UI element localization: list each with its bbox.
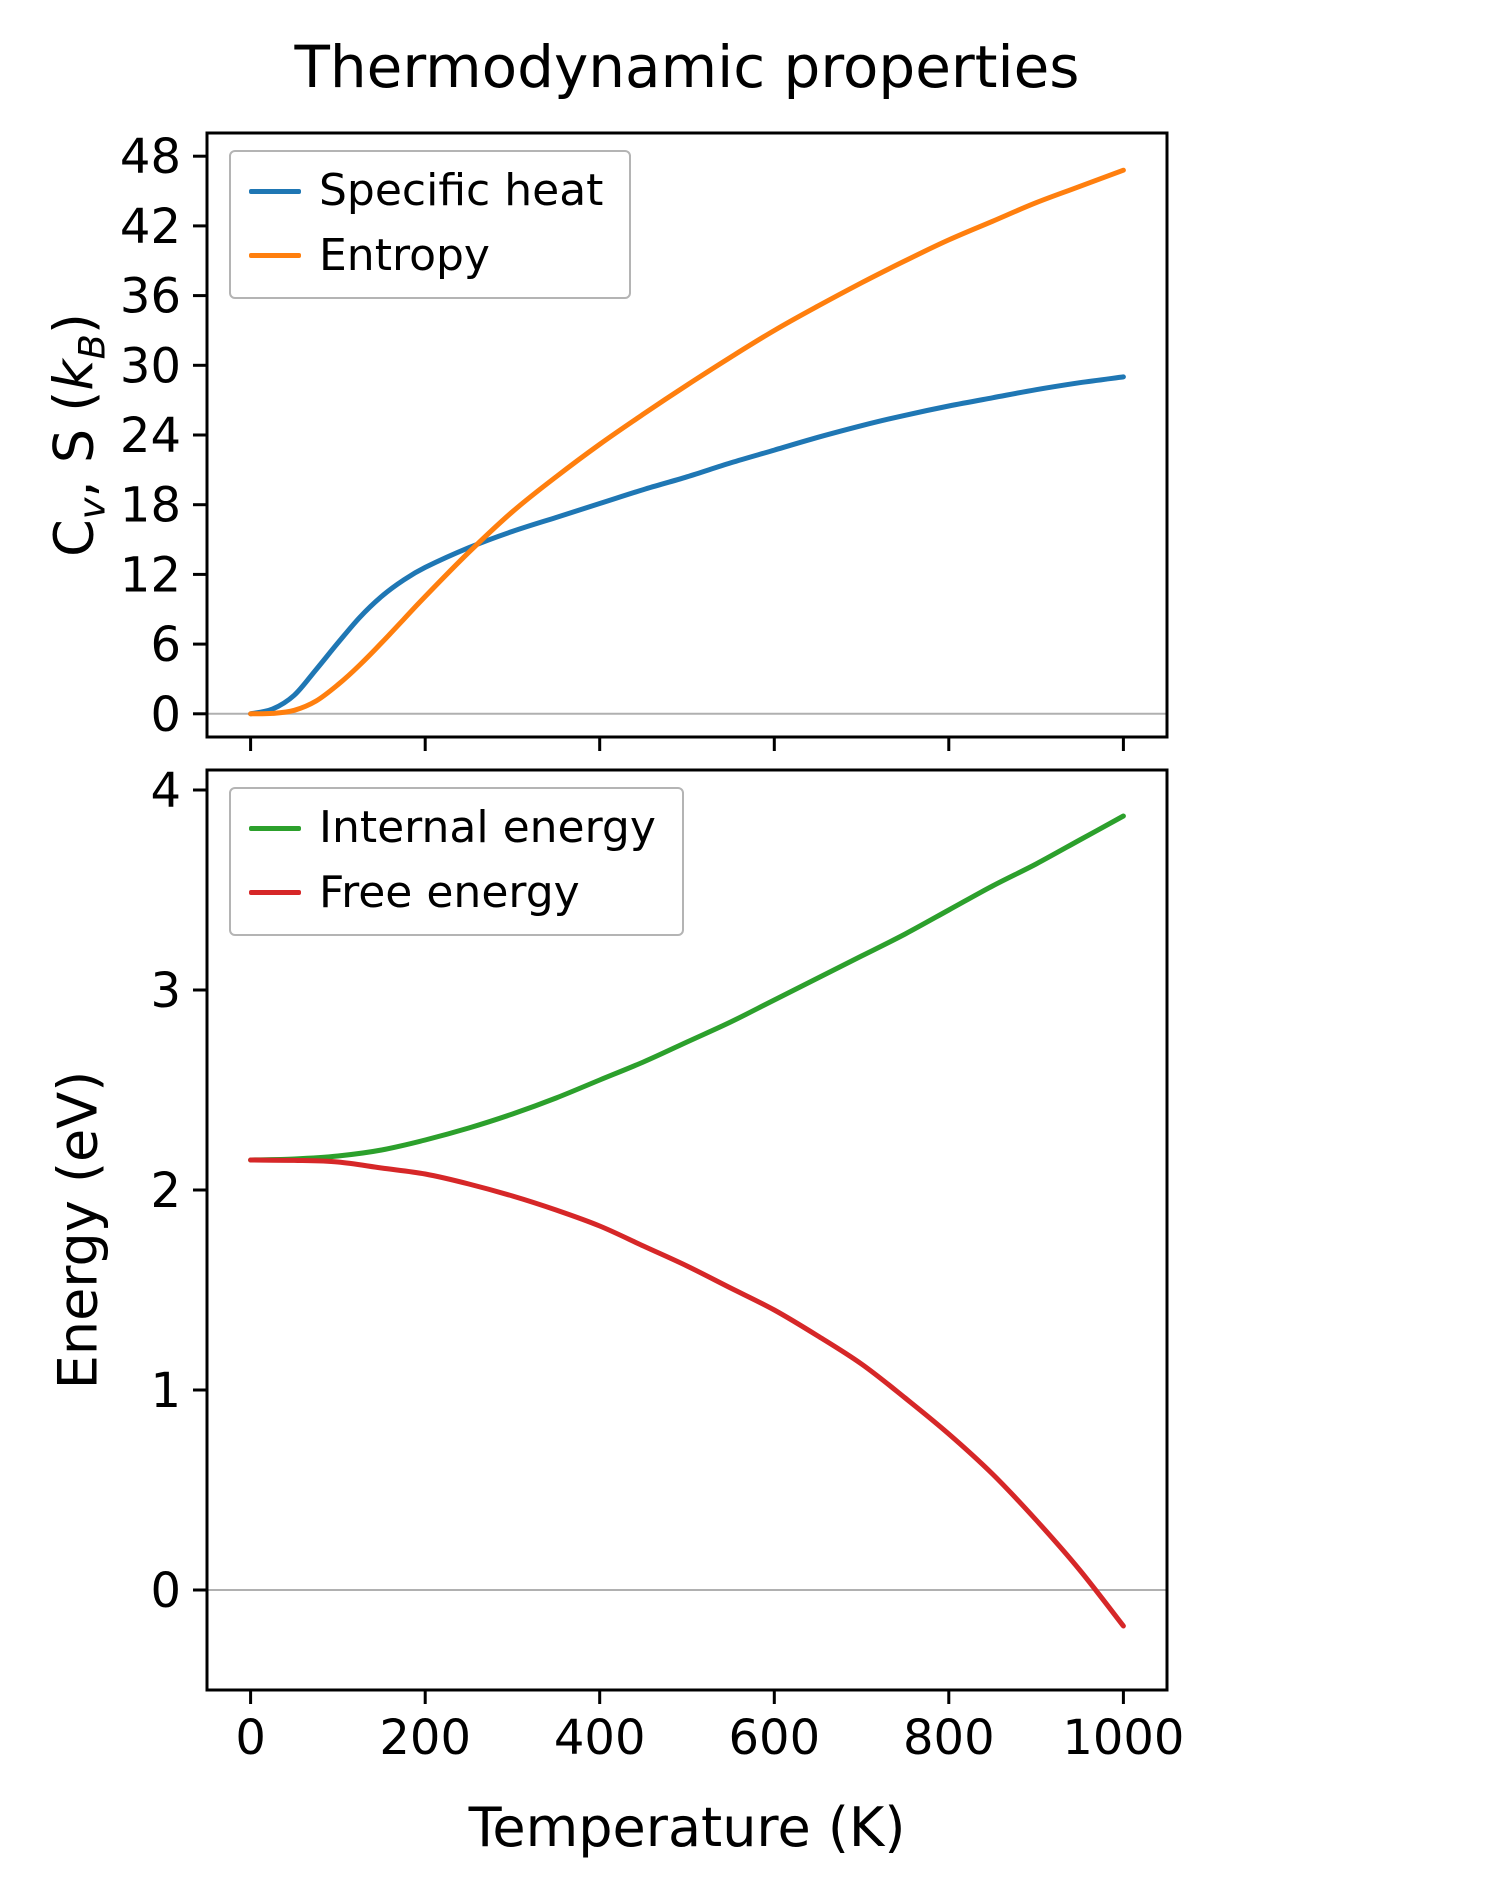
subplot-1: 0 200 400 600 800 1000 0 1 2 3 4 [150, 763, 1184, 1766]
x-tick-label: 200 [379, 1710, 471, 1766]
y-tick-label: 0 [150, 1563, 181, 1619]
y-tick-label: 6 [150, 617, 181, 673]
legend-entry-internal-energy: Internal energy [249, 802, 656, 854]
y-tick-label: 30 [120, 338, 181, 394]
subplot-0: 0 6 12 18 24 30 36 42 48 [120, 129, 1169, 751]
legend-label-free-energy: Free energy [319, 866, 580, 918]
series-line-free-energy [248, 1157, 1126, 1629]
legend-label-entropy: Entropy [319, 229, 490, 281]
y-tick-label: 1 [150, 1363, 181, 1419]
figure-title: Thermodynamic properties [294, 33, 1080, 101]
y-tick-label: 24 [120, 408, 181, 464]
specific-heat-line-swatch [249, 188, 301, 194]
legend-top: Specific heat Entropy [229, 150, 632, 300]
y-tick-label: 48 [120, 129, 181, 185]
legend-entry-entropy: Entropy [249, 229, 603, 282]
y-tick-label: 4 [150, 763, 181, 819]
axes-frame [205, 768, 1169, 1692]
series-line-specific-heat [248, 374, 1126, 717]
legend-entry-specific-heat: Specific heat [249, 165, 604, 217]
legend-label-internal-energy: Internal energy [319, 802, 656, 853]
x-tick-label: 800 [903, 1710, 995, 1766]
y-tick-label: 3 [150, 963, 181, 1019]
y-tick-label: 0 [150, 687, 181, 743]
x-tick-label: 400 [554, 1710, 646, 1766]
y-tick-label: 12 [120, 547, 181, 603]
series-line-internal-energy [248, 813, 1126, 1163]
entropy-line-swatch [249, 253, 301, 259]
x-tick-label: 0 [235, 1710, 266, 1766]
y-tick-label: 42 [120, 199, 181, 255]
series-line-entropy [248, 167, 1126, 717]
internal-energy-line-swatch [249, 825, 301, 831]
x-tick-label: 600 [728, 1710, 820, 1766]
x-tick-label: 1000 [1062, 1710, 1184, 1766]
free-energy-line-swatch [249, 890, 301, 896]
y-tick-label: 36 [120, 269, 181, 325]
x-axis-label: Temperature (K) [468, 1796, 906, 1859]
y-tick-label: 2 [150, 1163, 181, 1219]
y-tick-label: 18 [120, 478, 181, 534]
legend-entry-free-energy: Free energy [249, 866, 656, 919]
legend-label-specific-heat: Specific heat [319, 165, 604, 216]
legend-bottom: Internal energy Free energy [229, 787, 684, 937]
